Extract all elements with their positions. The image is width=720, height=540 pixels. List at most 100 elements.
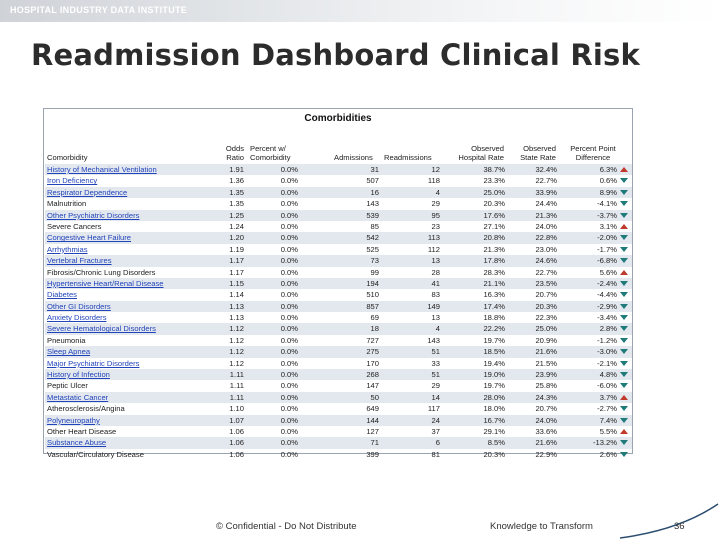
table-row: Severe Hematological Disorders 1.12 0.0% 18… [45,323,632,335]
point-difference-cell: 7.4% [599,415,617,425]
odds-ratio-cell: 1.25 [229,210,244,220]
obs-hospital-rate-cell: 18.5% [483,347,505,357]
point-difference-cell: -13.2% [592,438,617,448]
obs-hospital-rate-cell: 16.7% [483,415,505,425]
odds-ratio-cell: 1.12 [229,335,244,345]
admissions-cell: 399 [366,449,379,459]
footer-tagline: Knowledge to Transform [490,521,593,532]
readmissions-cell: 95 [431,210,440,220]
admissions-cell: 727 [366,335,379,345]
percent-cell: 0.0% [280,256,298,266]
admissions-cell: 71 [370,438,379,448]
readmissions-cell: 4 [435,187,440,197]
comorbidity-cell[interactable]: Hypertensive Heart/Renal Disease [47,278,164,288]
comorbidity-cell[interactable]: Substance Abuse [47,438,107,448]
comorbidity-cell: Peptic Ulcer [47,381,88,391]
obs-state-rate-cell: 21.3% [535,210,557,220]
table-row: Peptic Ulcer 1.11 0.0% 147 29 19.7% 25.8% -6.0% [45,380,632,391]
triangle-up-icon [620,394,628,400]
obs-state-rate-cell: 22.7% [535,176,557,186]
percent-cell: 0.0% [280,199,298,209]
obs-hospital-rate-cell: 19.7% [483,335,505,345]
table-title: Comorbidities [304,113,372,124]
odds-ratio-cell: 1.17 [229,256,244,266]
obs-state-rate-cell: 24.6% [535,256,557,266]
admissions-cell: 542 [366,233,379,243]
comorbidity-cell[interactable]: Arrhythmias [47,244,88,254]
obs-state-rate-cell: 21.5% [535,358,557,368]
obs-hospital-rate-cell: 22.2% [483,324,505,334]
triangle-down-icon [620,235,628,241]
percent-cell: 0.0% [280,370,298,380]
comorbidity-cell: Pneumonia [47,335,86,345]
swoosh-decoration [620,503,719,539]
odds-ratio-cell: 1.13 [229,301,244,311]
comorbidity-cell[interactable]: Polyneuropathy [47,415,100,425]
table-row: Major Psychiatric Disorders 1.12 0.0% 170 33… [45,358,632,369]
comorbidity-cell[interactable]: Iron Deficiency [47,176,98,186]
triangle-up-icon [620,167,628,172]
point-difference-cell: 4.8% [599,370,617,380]
admissions-cell: 170 [366,358,379,368]
comorbidity-cell[interactable]: Respirator Dependence [47,187,128,197]
admissions-cell: 275 [366,347,379,357]
obs-state-rate-cell: 25.8% [535,381,557,391]
table-row: History of Infection 1.11 0.0% 268 51 19.0% 23… [45,369,632,381]
odds-ratio-cell: 1.20 [229,233,244,243]
point-difference-cell: 2.8% [599,324,617,334]
percent-cell: 0.0% [280,290,298,300]
table-row: Other Psychiatric Disorders 1.25 0.0% 539 95… [45,209,632,221]
comorbidity-cell[interactable]: History of Infection [47,370,110,380]
admissions-cell: 147 [366,381,379,391]
comorbidity-cell: Severe Cancers [47,221,102,231]
admissions-cell: 99 [370,267,379,277]
triangle-down-icon [620,451,628,457]
readmissions-cell: 117 [427,404,440,414]
odds-ratio-cell: 1.17 [229,267,244,277]
comorbidity-cell[interactable]: Metastatic Cancer [47,392,109,402]
header-bar: HOSPITAL INDUSTRY DATA INSTITUTE [0,0,720,22]
odds-ratio-cell: 1.10 [229,404,244,414]
percent-cell: 0.0% [280,244,298,254]
point-difference-cell: -1.7% [597,244,617,254]
odds-ratio-cell: 1.06 [229,426,244,436]
percent-cell: 0.0% [280,233,298,243]
comorbidity-cell[interactable]: Congestive Heart Failure [47,233,131,243]
percent-cell: 0.0% [280,347,298,357]
col-header-readmissions: Readmissions [384,153,432,162]
comorbidity-cell[interactable]: History of Mechanical Ventilation [47,165,157,174]
comorbidity-cell[interactable]: Vertebral Fractures [47,256,112,266]
comorbidity-cell[interactable]: Anxiety Disorders [47,313,107,323]
admissions-cell: 144 [366,415,379,425]
admissions-cell: 268 [366,370,379,380]
comorbidity-cell[interactable]: Major Psychiatric Disorders [47,358,140,368]
comorbidity-cell[interactable]: Other Psychiatric Disorders [47,210,140,220]
point-difference-cell: -3.7% [597,210,617,220]
comorbidity-cell[interactable]: Diabetes [47,290,77,300]
admissions-cell: 50 [370,392,379,402]
point-difference-cell: -1.2% [597,335,617,345]
comorbidity-cell[interactable]: Other GI Disorders [47,301,111,311]
table-row: Vascular/Circulatory Disease 1.06 0.0% 399 8… [45,449,632,460]
odds-ratio-cell: 1.14 [229,290,244,300]
readmissions-cell: 6 [435,438,440,448]
percent-cell: 0.0% [280,187,298,197]
comorbidity-cell[interactable]: Severe Hematological Disorders [47,324,156,334]
admissions-cell: 857 [366,301,379,311]
percent-cell: 0.0% [280,324,298,334]
percent-cell: 0.0% [280,392,298,402]
table-row: Metastatic Cancer 1.11 0.0% 50 14 28.0% 24.3% 3… [45,391,632,404]
obs-hospital-rate-cell: 18.8% [483,313,505,323]
obs-state-rate-cell: 25.0% [535,324,557,334]
obs-state-rate-cell: 33.9% [535,187,557,197]
odds-ratio-cell: 1.35 [229,187,244,197]
odds-ratio-cell: 1.15 [229,278,244,288]
obs-hospital-rate-cell: 18.0% [483,404,505,414]
odds-ratio-cell: 1.11 [229,381,244,391]
readmissions-cell: 29 [431,199,440,209]
comorbidity-cell[interactable]: Sleep Apnea [47,347,91,357]
odds-ratio-cell: 1.11 [229,370,244,380]
readmissions-cell: 24 [431,415,440,425]
readmissions-cell: 4 [435,324,440,334]
comorbidity-cell: Other Heart Disease [47,426,117,436]
